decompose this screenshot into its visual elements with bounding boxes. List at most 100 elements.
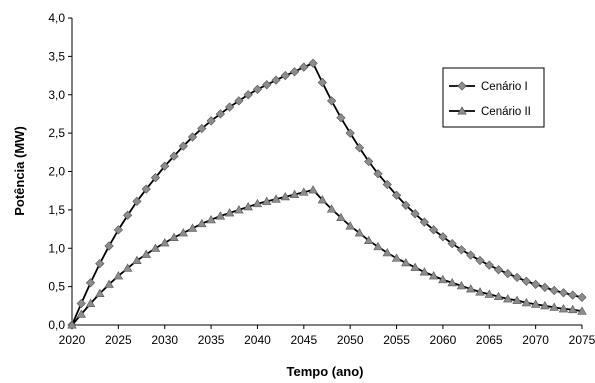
x-tick-label: 2045 [290,333,317,347]
data-point-marker [429,225,439,235]
y-tick-label: 2,0 [48,165,65,179]
legend-marker [457,81,467,91]
data-point-marker [234,205,244,214]
axes [71,18,582,326]
data-point-marker [317,77,327,88]
data-point-marker [271,194,281,203]
data-point-marker [252,198,263,208]
data-point-marker [234,96,244,106]
data-point-marker [456,281,467,290]
data-point-marker [531,279,541,289]
data-point-marker [410,209,420,219]
y-tick-label: 3,0 [48,88,65,102]
data-point-marker [410,262,420,271]
x-tick-label: 2075 [569,333,595,347]
data-point-marker [577,292,587,302]
data-point-marker [224,208,235,217]
data-point-marker [85,298,96,307]
data-point-marker [132,255,142,264]
data-point-marker [475,287,485,296]
data-point-marker [113,225,123,235]
data-point-marker [540,282,550,293]
data-point-marker [169,232,179,241]
ticks: 0,0 0,5 1,0 1,5 2,0 2,5 3,0 3,5 4,0 2020 2025 2030 2… [48,11,595,347]
data-point-marker [67,320,77,329]
data-point-marker [364,235,374,245]
data-point-marker [382,248,392,257]
data-point-marker [364,156,374,167]
data-point-marker [549,302,559,311]
data-point-marker [558,304,569,313]
data-point-marker [299,187,309,196]
data-point-marker [466,284,476,293]
x-tick-label: 2040 [244,333,271,347]
data-point-marker [345,221,355,230]
data-point-marker [262,80,272,90]
data-point-marker [373,169,383,179]
data-point-marker [326,204,337,213]
data-point-marker [466,250,476,260]
data-point-marker [391,190,402,200]
legend-label: Cenário I [481,81,528,93]
data-point-marker [345,128,355,138]
data-point-marker [280,192,290,201]
data-point-marker [104,241,114,251]
x-tick-label: 2020 [59,333,86,347]
data-point-marker [160,238,170,247]
data-point-marker [132,196,142,207]
data-point-marker [150,173,161,183]
data-point-marker [206,116,216,126]
y-tick-label: 4,0 [48,11,65,25]
data-point-marker [530,299,541,308]
data-point-marker [141,249,151,258]
data-point-marker [568,290,578,300]
y-tick-label: 1,0 [48,241,65,255]
data-point-marker [447,239,457,249]
legend-item: Cenário II [449,106,531,118]
data-point-marker [243,202,253,211]
data-point-marker [549,285,559,296]
data-point-marker [95,288,105,297]
data-point-marker [419,217,429,227]
data-point-marker [428,271,439,280]
legend-items: Cenário I Cenário II [449,81,531,118]
data-point-marker [289,189,300,198]
data-point-marker [187,132,198,142]
data-point-marker [197,123,207,134]
data-point-marker [391,253,402,262]
data-point-marker [484,289,494,298]
data-point-marker [521,297,532,307]
data-point-marker [95,258,105,269]
data-point-marker [503,294,513,303]
data-point-marker [178,228,188,237]
data-point-marker [475,255,485,266]
data-point-marker [577,306,587,315]
series-2 [67,185,587,329]
legend-box [442,67,545,128]
data-point-marker [243,90,253,100]
y-tick-label: 0,0 [48,318,65,332]
legend-item: Cenário I [449,81,528,93]
data-point-marker [299,62,309,72]
data-point-marker [512,295,522,304]
data-point-marker [141,184,151,194]
y-axis-title: Potência (MW) [12,126,27,216]
data-point-marker [503,268,513,279]
data-point-marker [484,260,494,270]
data-point-marker [447,277,457,287]
data-point-marker [456,245,467,255]
data-point-marker [252,84,263,95]
y-tick-label: 0,5 [48,280,65,294]
data-point-marker [187,223,198,232]
data-point-marker [401,200,411,210]
y-tick-label: 1,5 [48,203,65,217]
data-point-marker [540,301,550,310]
data-point-marker [197,218,207,228]
x-axis-title: Tempo (ano) [286,364,363,379]
data-point-marker [558,288,569,298]
data-point-marker [512,272,522,283]
data-point-marker [113,271,124,280]
data-point-marker [215,109,225,119]
data-point-marker [308,185,318,194]
data-point-marker [373,241,383,251]
